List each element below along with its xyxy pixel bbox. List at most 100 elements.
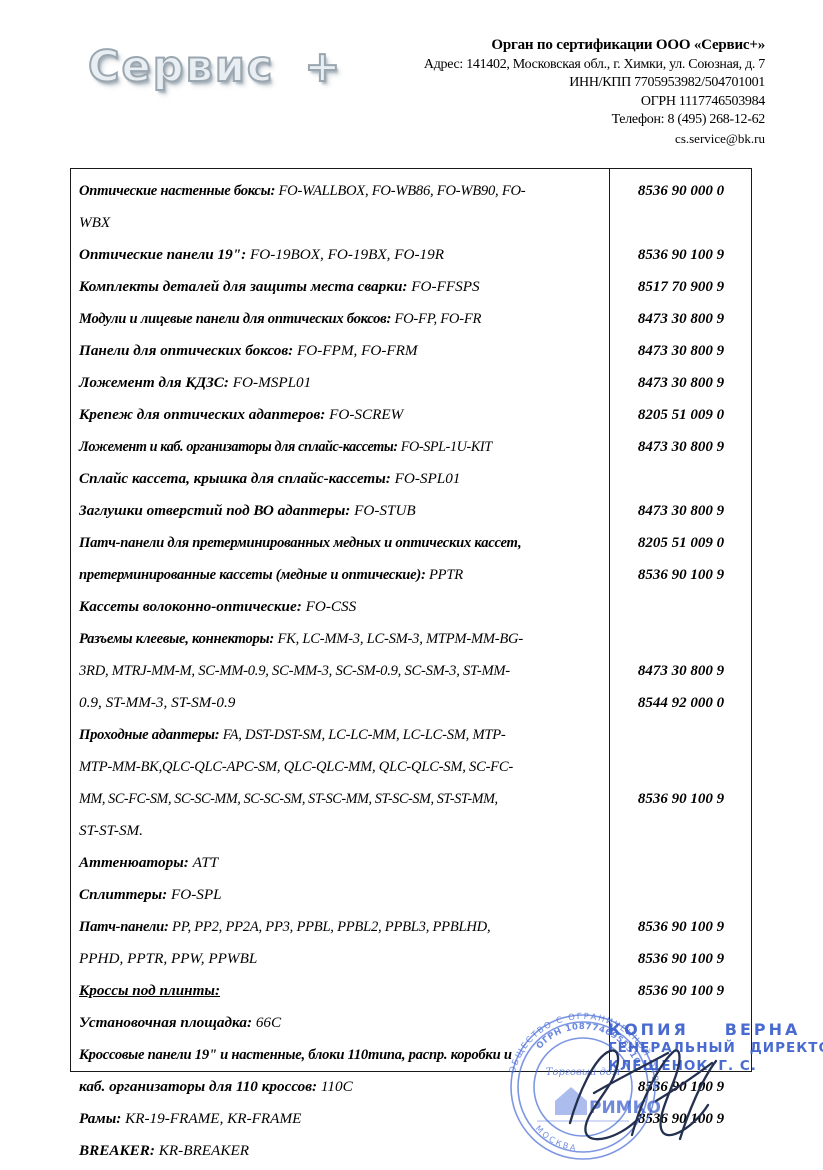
table-product-line: WBX: [79, 207, 601, 239]
product-label: Комплекты деталей для защиты места сварк…: [79, 278, 408, 295]
customs-code: 8205 51 009 0: [637, 407, 725, 423]
product-label: Аттенюаторы:: [79, 854, 189, 871]
table-product-line: MTP-MM-BK,QLC-QLC-APC-SM, QLC-QLC-MM, QL…: [79, 751, 601, 783]
table-product-line: каб. организаторы для 110 кроссов: 110C: [79, 1071, 601, 1103]
stamp-line-name: КЛЕЩЕНОК Г. С.: [608, 1058, 823, 1075]
table-product-line: Ложемент и каб. организаторы для сплайс-…: [79, 431, 601, 463]
table-product-line: Патч-панели: PP, PP2, PP2A, PP3, PPBL, P…: [79, 911, 601, 943]
product-models: MM, SC-FC-SM, SC-SC-MM, SC-SC-SM, ST-SC-…: [79, 791, 498, 807]
product-models: 66C: [252, 1014, 282, 1031]
product-models: FO-SPL01: [390, 470, 461, 487]
product-models: 3RD, MTRJ-MM-M, SC-MM-0.9, SC-MM-3, SC-S…: [79, 663, 510, 679]
table-product-line: Ложемент для КДЗС: FO-MSPL01: [79, 367, 601, 399]
product-models: FO-CSS: [301, 598, 357, 615]
product-models: 110C: [317, 1078, 353, 1095]
org-title: Орган по сертификации ООО «Сервис+»: [491, 37, 765, 53]
customs-code: 8473 30 800 9: [637, 503, 725, 519]
table-product-line: Патч-панели для претерминированных медны…: [79, 527, 601, 559]
product-models: FO-FPM, FO-FRM: [293, 342, 418, 359]
table-product-line: 3RD, MTRJ-MM-M, SC-MM-0.9, SC-MM-3, SC-S…: [79, 655, 601, 687]
product-label: Кассеты волоконно-оптические:: [79, 598, 302, 615]
organization-details: Орган по сертификации ООО «Сервис+» Адре…: [424, 36, 765, 147]
product-label: Патч-панели для претерминированных медны…: [79, 535, 522, 551]
table-product-line: Панели для оптических боксов: FO-FPM, FO…: [79, 335, 601, 367]
product-label: Сплиттеры:: [79, 886, 168, 903]
product-models: PPTR: [425, 567, 463, 583]
stamp-line-kopiya-verna: КОПИЯ ВЕРНА: [608, 1020, 823, 1040]
org-inn-kpp: ИНН/КПП 7705953982/504701001: [569, 75, 765, 91]
product-label: Кроссовые панели 19" и настенные, блоки …: [79, 1047, 512, 1063]
product-models: FO-WALLBOX, FO-WB86, FO-WB90, FO-: [275, 183, 526, 199]
customs-code: 8536 90 100 9: [637, 1111, 725, 1127]
customs-code: 8473 30 800 9: [637, 311, 725, 327]
logo-plus: +: [303, 41, 343, 93]
stamp-word-kopiya: КОПИЯ: [608, 1020, 689, 1039]
table-product-line: Оптические панели 19": FO-19BOX, FO-19BX…: [79, 239, 601, 271]
product-label: Ложемент для КДЗС:: [79, 374, 229, 391]
product-label: Заглушки отверстий под ВО адаптеры:: [79, 502, 351, 519]
table-product-line: 0.9, ST-MM-3, ST-SM-0.9: [79, 687, 601, 719]
table-product-line: Модули и лицевые панели для оптических б…: [79, 303, 601, 335]
product-label: Ложемент и каб. организаторы для сплайс-…: [79, 439, 398, 455]
product-models: FO-FP, FO-FR: [391, 311, 482, 327]
product-models: FO-MSPL01: [228, 374, 312, 391]
table-product-line: Кроссовые панели 19" и настенные, блоки …: [79, 1039, 601, 1071]
product-label: претерминированные кассеты (медные и опт…: [79, 567, 426, 583]
product-code-table: Оптические настенные боксы: FO-WALLBOX, …: [70, 168, 753, 1159]
product-models: FA, DST-DST-SM, LC-LC-MM, LC-LC-SM, MTP-: [219, 727, 506, 743]
product-label: Проходные адаптеры:: [79, 727, 220, 743]
table-product-line: Крепеж для оптических адаптеров: FO-SCRE…: [79, 399, 601, 431]
logo-text: Сервис: [87, 41, 275, 93]
product-label: Крепеж для оптических адаптеров:: [79, 406, 326, 423]
org-phone: Телефон: 8 (495) 268-12-62: [611, 112, 766, 128]
product-label: Панели для оптических боксов:: [79, 342, 294, 359]
customs-code: 8536 90 100 9: [637, 247, 725, 263]
table-product-line: Рамы: KR-19-FRAME, KR-FRAME: [79, 1103, 601, 1135]
product-models: PPHD, PPTR, PPW, PPWBL: [79, 950, 258, 967]
product-label: Рамы:: [79, 1110, 122, 1127]
stamp-word-initials: Г. С.: [718, 1057, 757, 1074]
table-product-line: Проходные адаптеры: FA, DST-DST-SM, LC-L…: [79, 719, 601, 751]
customs-code: 8473 30 800 9: [637, 663, 725, 679]
table-code-column: 8536 90 000 0 8536 90 100 9 8517 70 900 9 8…: [609, 169, 753, 1127]
table-product-line: Заглушки отверстий под ВО адаптеры: FO-S…: [79, 495, 601, 527]
product-label: Установочная площадка:: [79, 1014, 253, 1031]
product-label: каб. организаторы для 110 кроссов:: [79, 1078, 318, 1095]
customs-code: 8536 90 000 0: [637, 183, 725, 199]
customs-code: 8536 90 100 9: [637, 1079, 725, 1095]
table-product-line: Сплиттеры: FO-SPL: [79, 879, 601, 911]
product-label: Патч-панели:: [79, 919, 169, 935]
product-models: KR-19-FRAME, KR-FRAME: [121, 1110, 302, 1127]
product-models: MTP-MM-BK,QLC-QLC-APC-SM, QLC-QLC-MM, QL…: [79, 759, 513, 775]
customs-code: 8544 92 000 0: [637, 695, 725, 711]
table-product-line: ST-ST-SM.: [79, 815, 601, 847]
product-label: Оптические настенные боксы:: [79, 183, 276, 199]
product-label: BREAKER:: [79, 1142, 155, 1159]
stamp-line-role: ГЕНЕРАЛЬНЫЙ ДИРЕКТОР: [608, 1040, 823, 1057]
stamp-word-generalnyy: ГЕНЕРАЛЬНЫЙ: [608, 1040, 736, 1057]
table-product-line: Оптические настенные боксы: FO-WALLBOX, …: [79, 175, 601, 207]
product-label: Кроссы под плинты:: [79, 982, 221, 999]
product-models: FO-19BOX, FO-19BX, FO-19R: [246, 246, 444, 263]
org-email: cs.service@bk.ru: [675, 130, 765, 146]
table-product-line: Кроссы под плинты:: [79, 975, 601, 1007]
product-label: Разъемы клеевые, коннекторы:: [79, 631, 275, 647]
stamp-word-verna: ВЕРНА: [724, 1020, 801, 1039]
customs-code: 8536 90 100 9: [637, 983, 725, 999]
stamp-word-surname: КЛЕЩЕНОК: [608, 1057, 709, 1074]
customs-code: 8536 90 100 9: [637, 951, 725, 967]
product-models: ATT: [188, 854, 219, 871]
product-label: Сплайс кассета, крышка для сплайс-кассет…: [79, 470, 391, 487]
document-header: Сервис + Орган по сертификации ООО «Серви…: [0, 0, 823, 160]
product-label: Модули и лицевые панели для оптических б…: [79, 311, 392, 327]
table-product-line: Сплайс кассета, крышка для сплайс-кассет…: [79, 463, 601, 495]
company-logo: Сервис +: [87, 41, 343, 93]
customs-code: 8536 90 100 9: [637, 791, 725, 807]
table-column-divider: [609, 169, 610, 1071]
product-models: PP, PP2, PP2A, PP3, PPBL, PPBL2, PPBL3, …: [168, 919, 491, 935]
table-product-line: PPHD, PPTR, PPW, PPWBL: [79, 943, 601, 975]
table-product-line: Разъемы клеевые, коннекторы: FK, LC-MM-3…: [79, 623, 601, 655]
table-product-column: Оптические настенные боксы: FO-WALLBOX, …: [71, 169, 609, 1159]
product-models: ST-ST-SM.: [79, 822, 143, 839]
